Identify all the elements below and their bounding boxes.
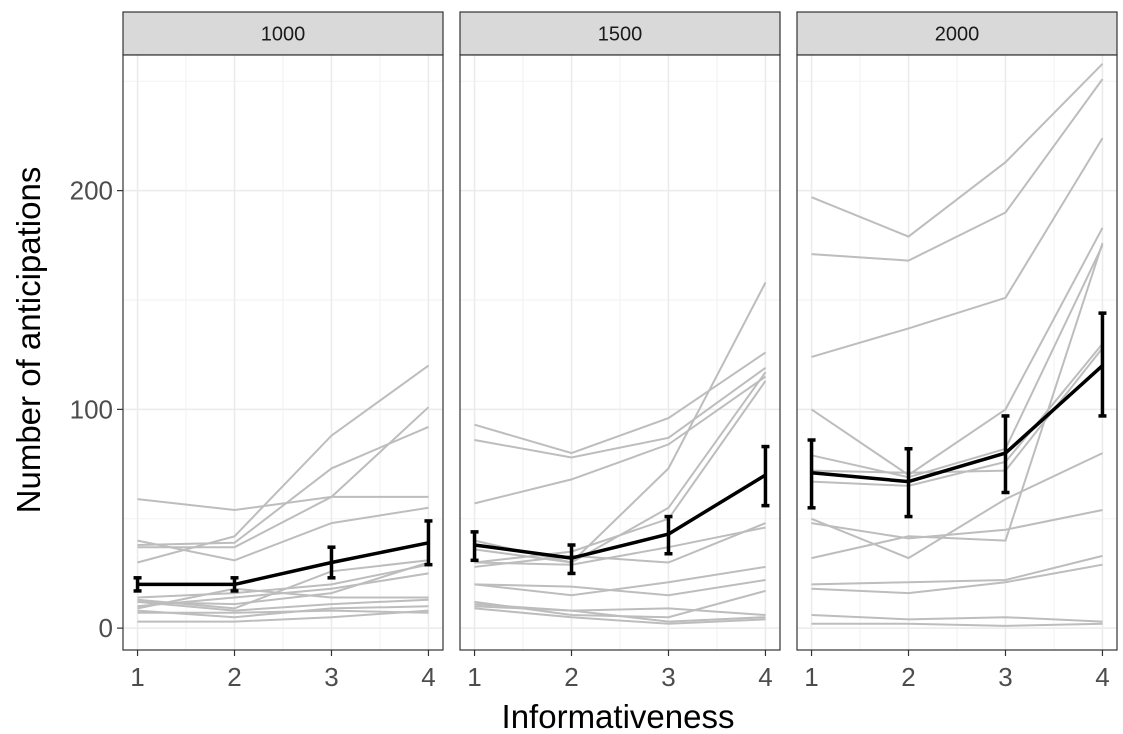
participant-line xyxy=(137,559,429,610)
x-tick-label: 1 xyxy=(804,662,818,692)
participant-line xyxy=(811,63,1104,238)
participant-line xyxy=(474,351,767,455)
mean-line xyxy=(474,473,767,560)
participant-line xyxy=(811,343,1104,487)
panel-1000: 1000 1 2 3 4 xyxy=(122,11,444,692)
mean-line xyxy=(811,364,1104,484)
panel-2000: 2000 1 2 3 4 xyxy=(796,11,1118,692)
participant-line xyxy=(137,609,429,623)
x-tick-label: 2 xyxy=(227,662,241,692)
participant-line xyxy=(474,579,766,597)
participant-line xyxy=(811,563,1103,595)
x-tick-label: 3 xyxy=(661,662,675,692)
participant-line xyxy=(474,375,767,505)
participant-line xyxy=(474,366,767,459)
participant-line xyxy=(811,614,1103,623)
x-tick-label: 1 xyxy=(467,662,481,692)
participant-line xyxy=(137,495,429,512)
participant-line xyxy=(137,561,429,606)
panels-layer: 1000 1 2 3 4 1500 1 2 3 4 2000 1 2 3 4 xyxy=(122,11,1118,692)
facet-strip xyxy=(122,11,444,56)
panel-1500: 1500 1 2 3 4 xyxy=(459,11,781,692)
participant-line xyxy=(811,452,1103,560)
participant-line xyxy=(474,380,767,564)
x-axis-title: Informativeness xyxy=(502,698,735,734)
x-tick-label: 4 xyxy=(758,662,772,692)
panel-border xyxy=(459,54,781,651)
participant-line xyxy=(137,587,429,610)
participant-line xyxy=(811,137,1104,358)
participant-line xyxy=(137,364,430,564)
y-tick-label: 0 xyxy=(99,613,113,643)
panel-border xyxy=(122,54,444,651)
x-tick-label: 2 xyxy=(901,662,915,692)
participant-line xyxy=(474,522,766,568)
participant-line xyxy=(137,425,429,546)
facet-label: 2000 xyxy=(935,24,980,46)
y-axis: 0 100 200 xyxy=(70,176,123,643)
participant-line xyxy=(474,605,766,623)
participant-line xyxy=(474,526,766,566)
y-tick-label: 100 xyxy=(70,394,113,424)
participant-line xyxy=(474,603,766,616)
participant-line xyxy=(811,509,1103,540)
participant-line xyxy=(811,242,1104,560)
participant-line xyxy=(137,598,429,612)
y-axis-title: Number of anticipations xyxy=(10,167,47,514)
y-tick-label: 200 xyxy=(70,176,113,206)
participant-line xyxy=(811,554,1103,586)
participant-line xyxy=(811,244,1104,479)
x-tick-label: 1 xyxy=(130,662,144,692)
participant-line xyxy=(811,622,1103,627)
x-tick-label: 2 xyxy=(564,662,578,692)
participant-line xyxy=(474,565,766,597)
x-tick-label: 4 xyxy=(421,662,435,692)
participant-line xyxy=(137,406,430,549)
facet-strip xyxy=(459,11,781,56)
panel-border xyxy=(796,54,1118,651)
facet-label: 1500 xyxy=(598,24,643,46)
x-tick-label: 3 xyxy=(324,662,338,692)
participant-line xyxy=(137,506,429,562)
participant-line xyxy=(137,563,429,599)
facet-label: 1000 xyxy=(261,24,306,46)
participant-line xyxy=(137,605,429,619)
participant-line xyxy=(811,78,1104,262)
x-tick-label: 4 xyxy=(1095,662,1109,692)
participant-line xyxy=(810,227,1104,477)
participant-line xyxy=(474,607,766,625)
mean-line xyxy=(137,541,429,587)
participant-line xyxy=(137,609,429,614)
x-tick-label: 3 xyxy=(998,662,1012,692)
